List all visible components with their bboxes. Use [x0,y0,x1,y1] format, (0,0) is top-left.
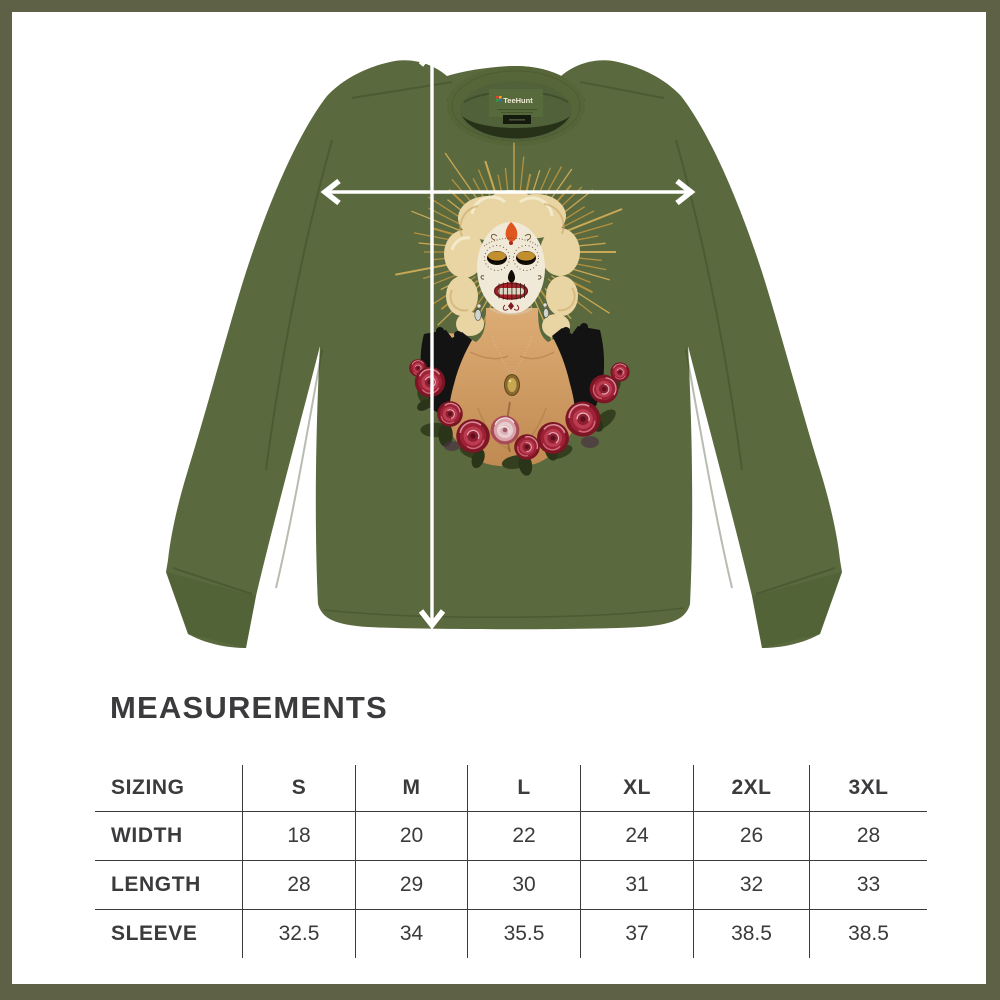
sleeve-value-s: 32.5 [242,909,355,958]
vertical-length-arrow-icon [418,46,446,630]
measurements-title: MEASUREMENTS [110,690,388,725]
hair [444,190,580,338]
sleeve-value-l: 35.5 [467,909,580,958]
width-value-3xl: 28 [809,811,927,860]
left-cuff [166,572,256,648]
horizontal-width-arrow-icon [320,178,696,206]
roses [408,358,631,480]
brand-label: TeeHunt [489,89,543,124]
size-col-xl: XL [580,765,693,811]
width-value-l: 22 [467,811,580,860]
sleeve-value-2xl: 38.5 [693,909,809,958]
sleeve-value-3xl: 38.5 [809,909,927,958]
row-label-sleeve: SLEEVE [95,909,242,958]
size-col-l: L [467,765,580,811]
right-cuff [752,572,842,648]
length-value-m: 29 [355,860,467,909]
sleeve-value-m: 34 [355,909,467,958]
width-value-m: 20 [355,811,467,860]
size-col-m: M [355,765,467,811]
row-label-length: LENGTH [95,860,242,909]
teehunt-logo-icon [496,96,502,102]
size-col-2xl: 2XL [693,765,809,811]
shirt-graphic: TeeHunt [166,46,842,649]
size-col-3xl: 3XL [809,765,927,811]
mouth [493,282,529,300]
sleeve-value-xl: 37 [580,909,693,958]
length-value-3xl: 33 [809,860,927,909]
length-value-xl: 31 [580,860,693,909]
width-value-2xl: 26 [693,811,809,860]
eye-sockets [484,245,539,271]
collar: TeeHunt [446,66,586,146]
table-corner-label: SIZING [111,776,185,799]
width-value-xl: 24 [580,811,693,860]
size-col-s: S [242,765,355,811]
earrings [474,302,549,321]
necklace [491,335,533,396]
brand-label-text: TeeHunt [503,96,533,105]
product-shirt-image: TeeHunt [166,46,842,649]
size-chart-table: SIZING S M L XL 2XL 3XL WIDTH 18 20 22 2… [95,765,927,958]
length-value-s: 28 [242,860,355,909]
length-value-2xl: 32 [693,860,809,909]
face [477,222,545,315]
length-value-l: 30 [467,860,580,909]
width-value-s: 18 [242,811,355,860]
row-label-width: WIDTH [95,811,242,860]
artwork-sugar-skull-portrait [395,142,631,480]
